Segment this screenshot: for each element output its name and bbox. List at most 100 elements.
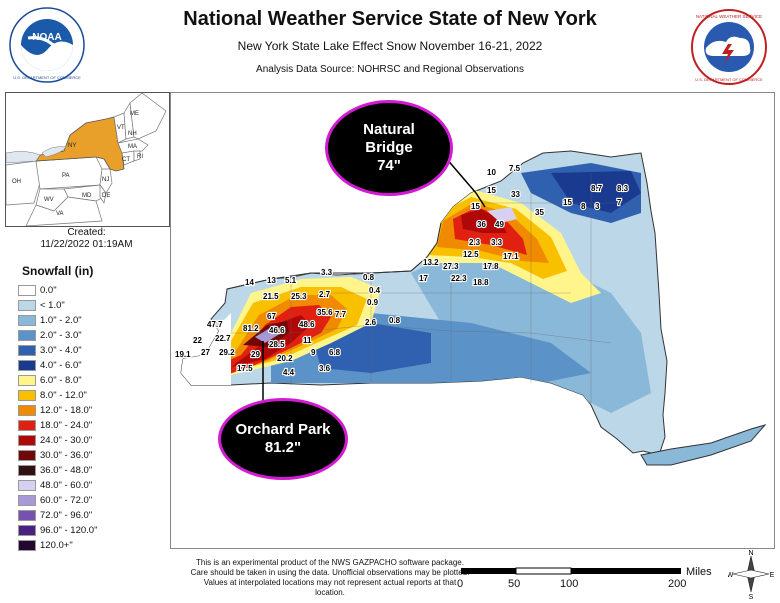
- legend-label: 60.0" - 72.0": [40, 495, 93, 506]
- legend-item: 6.0" - 8.0": [18, 374, 158, 387]
- snowfall-observation-label: 20.2: [277, 354, 293, 363]
- legend-swatch: [18, 480, 36, 491]
- legend-item: 48.0" - 60.0": [18, 479, 158, 492]
- snowfall-observation-label: 48.6: [299, 320, 315, 329]
- snowfall-observation-label: 5.1: [285, 276, 297, 285]
- snowfall-observation-label: 2.7: [319, 290, 331, 299]
- legend-item: 4.0" - 6.0": [18, 359, 158, 372]
- legend-item: 8.0" - 12.0": [18, 389, 158, 402]
- snowfall-observation-label: 6.8: [329, 348, 341, 357]
- snowfall-observation-label: 9: [311, 348, 316, 357]
- legend-swatch: [18, 435, 36, 446]
- svg-text:RI: RI: [137, 154, 143, 160]
- legend-label: 3.0" - 4.0": [40, 345, 82, 356]
- legend-swatch: [18, 330, 36, 341]
- legend-swatch: [18, 540, 36, 551]
- snowfall-observation-label: 11: [303, 336, 312, 345]
- svg-text:NJ: NJ: [102, 177, 109, 183]
- legend-item: 120.0+": [18, 539, 158, 552]
- legend-label: 1.0" - 2.0": [40, 315, 82, 326]
- snowfall-observation-label: 29: [251, 350, 260, 359]
- svg-text:PA: PA: [62, 173, 70, 179]
- legend-title: Snowfall (in): [22, 264, 94, 278]
- snowfall-observation-label: 7: [617, 198, 622, 207]
- natural-bridge-callout: Natural Bridge 74": [325, 100, 453, 196]
- snowfall-observation-label: 15: [563, 198, 572, 207]
- legend-swatch: [18, 345, 36, 356]
- scale-label-200: 200: [668, 578, 687, 590]
- scale-label-100: 100: [560, 578, 579, 590]
- snowfall-observation-label: 67: [267, 312, 276, 321]
- svg-text:NH: NH: [128, 131, 137, 137]
- svg-text:NY: NY: [68, 143, 76, 149]
- snowfall-observation-label: 22.3: [451, 274, 467, 283]
- legend-label: 8.0" - 12.0": [40, 390, 87, 401]
- snowfall-observation-label: 2.3: [469, 238, 481, 247]
- snowfall-observation-label: 35.6: [317, 308, 333, 317]
- legend-swatch: [18, 495, 36, 506]
- legend-swatch: [18, 285, 36, 296]
- snowfall-observation-label: 49: [495, 220, 504, 229]
- svg-text:WV: WV: [44, 197, 54, 203]
- snowfall-observation-label: 22.7: [215, 334, 231, 343]
- svg-text:NATIONAL WEATHER SERVICE: NATIONAL WEATHER SERVICE: [696, 14, 762, 19]
- orchard-park-callout: Orchard Park 81.2": [218, 398, 348, 480]
- snowfall-observation-label: 13.2: [423, 258, 439, 267]
- legend-label: 120.0+": [40, 540, 73, 551]
- snowfall-observation-label: 3.6: [319, 364, 331, 373]
- snowfall-map: 10 7.5 15 33 8.7 8.3 15 8 3 7 15 35 36 49 2.3 3.3 12.5 17…: [174, 142, 767, 466]
- svg-text:VA: VA: [56, 211, 64, 217]
- snowfall-observation-label: 10: [487, 168, 496, 177]
- snowfall-observation-label: 0.8: [389, 316, 401, 325]
- snowfall-observation-label: 15: [471, 202, 480, 211]
- snowfall-observation-label: 2.6: [365, 318, 377, 327]
- snowfall-observation-label: 3.3: [321, 268, 333, 277]
- svg-text:U.S. DEPARTMENT OF COMMERCE: U.S. DEPARTMENT OF COMMERCE: [13, 75, 81, 80]
- legend-label: 0.0": [40, 285, 57, 296]
- legend-label: < 1.0": [40, 300, 65, 311]
- snowfall-observation-label: 0.4: [369, 286, 381, 295]
- legend-swatch: [18, 450, 36, 461]
- snowfall-observation-label: 27.3: [443, 262, 459, 271]
- legend-swatch: [18, 465, 36, 476]
- snowfall-observation-label: 3.3: [491, 238, 503, 247]
- legend-label: 30.0" - 36.0": [40, 450, 93, 461]
- scale-label-0: 0: [457, 578, 464, 590]
- snowfall-observation-label: 29.2: [219, 348, 235, 357]
- snowfall-observation-label: 33: [511, 190, 520, 199]
- snowfall-observation-label: 8.7: [591, 184, 603, 193]
- snowfall-observation-label: 17: [419, 274, 428, 283]
- snowfall-observation-label: 8: [581, 202, 586, 211]
- snowfall-observation-label: 17.1: [503, 252, 519, 261]
- svg-text:OH: OH: [12, 179, 21, 185]
- snowfall-observation-label: 15: [487, 186, 496, 195]
- noaa-logo-text: NOAA: [32, 32, 61, 43]
- legend-item: 36.0" - 48.0": [18, 464, 158, 477]
- snowfall-observation-label: 0.8: [363, 273, 375, 282]
- snowfall-observation-label: 36: [477, 220, 486, 229]
- snowfall-observation-label: 4.4: [283, 368, 295, 377]
- legend-item: 18.0" - 24.0": [18, 419, 158, 432]
- snowfall-observation-label: 7.7: [335, 310, 347, 319]
- snowfall-observation-label: 21.5: [263, 292, 279, 301]
- legend-item: 12.0" - 18.0": [18, 404, 158, 417]
- snowfall-observation-label: 13: [267, 276, 276, 285]
- legend-swatch: [18, 420, 36, 431]
- compass-rose-icon: N S E W: [728, 550, 774, 600]
- svg-text:S: S: [749, 594, 754, 600]
- legend-swatch: [18, 315, 36, 326]
- legend-label: 12.0" - 18.0": [40, 405, 93, 416]
- long-island: [640, 424, 767, 466]
- snowfall-observation-label: 25.3: [291, 292, 307, 301]
- snowfall-observation-label: 22: [193, 336, 202, 345]
- main-map-frame: 10 7.5 15 33 8.7 8.3 15 8 3 7 15 35 36 49 2.3 3.3 12.5 17…: [170, 92, 775, 549]
- noaa-logo: NOAA U.S. DEPARTMENT OF COMMERCE: [9, 7, 85, 83]
- legend-item: 72.0" - 96.0": [18, 509, 158, 522]
- legend-label: 6.0" - 8.0": [40, 375, 82, 386]
- data-source-note: Analysis Data Source: NOHRSC and Regiona…: [256, 64, 524, 75]
- snowfall-observation-label: 3: [595, 202, 600, 211]
- legend-swatch: [18, 510, 36, 521]
- snowfall-observation-label: 19.1: [175, 350, 191, 359]
- scale-label-50: 50: [508, 578, 521, 590]
- legend-swatch: [18, 525, 36, 536]
